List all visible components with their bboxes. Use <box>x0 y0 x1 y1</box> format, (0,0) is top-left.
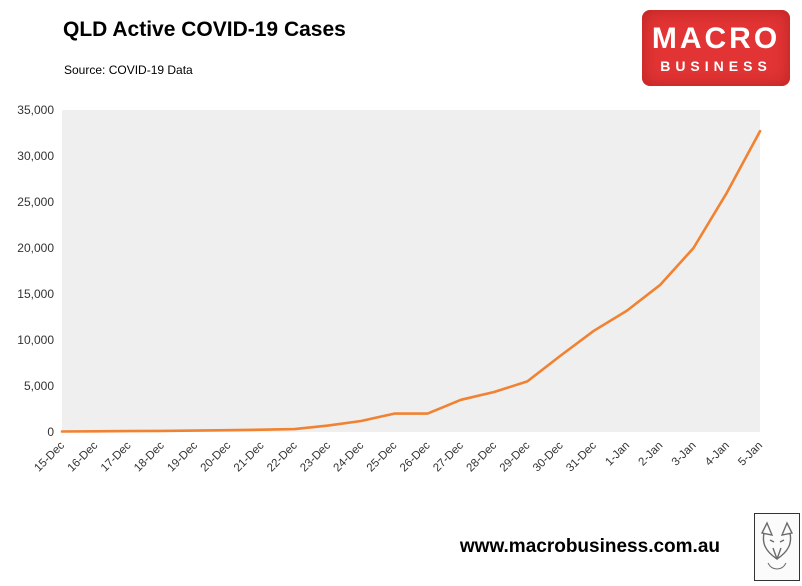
y-axis-label: 10,000 <box>17 333 54 347</box>
x-axis-label: 24-Dec <box>332 439 367 474</box>
y-axis-label: 25,000 <box>17 195 54 209</box>
y-axis-label: 5,000 <box>24 379 54 393</box>
site-url-text: www.macrobusiness.com.au <box>459 536 720 557</box>
chart-canvas: 0 5,000 10,000 15,000 20,000 25,000 30,000 35,0… <box>17 103 765 474</box>
plot-area <box>62 110 760 432</box>
x-axis-label: 1-Jan <box>603 440 632 469</box>
y-axis-label: 20,000 <box>17 241 54 255</box>
y-axis-label: 0 <box>47 425 54 439</box>
x-axis-label: 18-Dec <box>132 439 167 474</box>
x-axis-label: 20-Dec <box>199 439 234 474</box>
series-line <box>60 129 762 433</box>
x-axis-label: 30-Dec <box>531 439 566 474</box>
x-axis-label: 27-Dec <box>431 439 466 474</box>
x-axis-label: 2-Jan <box>637 440 666 469</box>
x-axis-label: 29-Dec <box>498 439 533 474</box>
x-axis-label: 22-Dec <box>265 439 300 474</box>
x-axis-label: 4-Jan <box>703 440 732 469</box>
y-axis-label: 30,000 <box>17 149 54 163</box>
wolf-logo <box>754 513 800 581</box>
x-axis-label: 15-Dec <box>32 439 67 474</box>
y-axis-label: 35,000 <box>17 103 54 117</box>
y-axis-label: 15,000 <box>17 287 54 301</box>
x-axis-label: 26-Dec <box>398 439 433 474</box>
x-axis-label: 31-Dec <box>564 439 599 474</box>
x-axis-label: 5-Jan <box>736 440 765 469</box>
x-axis-label: 25-Dec <box>365 439 400 474</box>
chart-title: QLD Active COVID-19 Cases <box>63 18 346 41</box>
chart-source-note: Source: COVID-19 Data <box>64 63 193 77</box>
line-chart: 0 5,000 10,000 15,000 20,000 25,000 30,000 35,0… <box>0 96 802 506</box>
x-axis-label: 23-Dec <box>298 439 333 474</box>
x-axis-label: 3-Jan <box>670 440 699 469</box>
logo-text-macro: MACRO <box>651 21 781 55</box>
macrobusiness-logo: MACRO BUSINESS <box>642 10 790 86</box>
x-axis-label: 19-Dec <box>165 439 200 474</box>
wolf-logo-art <box>760 521 794 570</box>
footer: www.macrobusiness.com.au <box>0 508 802 586</box>
x-axis-label: 28-Dec <box>465 439 500 474</box>
chart-header: QLD Active COVID-19 Cases Source: COVID-… <box>0 0 802 96</box>
x-axis-label: 21-Dec <box>232 439 267 474</box>
x-axis-label: 16-Dec <box>66 439 101 474</box>
x-axis-label: 17-Dec <box>99 439 134 474</box>
logo-text-business: BUSINESS <box>660 57 772 74</box>
